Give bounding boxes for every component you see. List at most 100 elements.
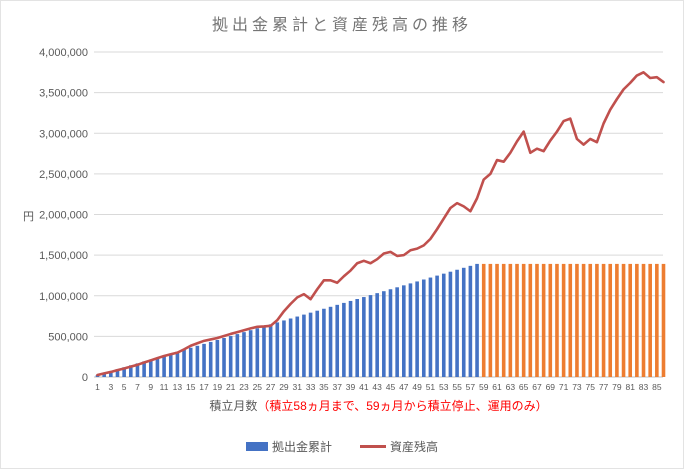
bar	[468, 265, 473, 377]
bar	[202, 343, 206, 377]
bar	[415, 281, 419, 377]
x-axis-annotation: （積立58ヵ月まで、59ヵ月から積立停止、運用のみ）	[257, 399, 548, 413]
chart-title: 拠出金累計と資産残高の推移	[211, 17, 472, 34]
bar	[122, 367, 126, 377]
bar	[455, 269, 459, 377]
x-axis-title: 積立月数（積立58ヵ月まで、59ヵ月から積立停止、運用のみ）	[94, 397, 663, 414]
y-tick-label: 500,000	[48, 331, 88, 343]
bar	[495, 263, 499, 377]
bar	[428, 277, 433, 377]
y-tick-label: 3,500,000	[39, 88, 88, 100]
bar	[102, 373, 106, 377]
x-tick-label: 47	[399, 382, 409, 392]
bar	[588, 263, 593, 377]
x-tick-label: 5	[122, 382, 127, 392]
x-tick-label: 73	[572, 382, 582, 392]
bar	[421, 279, 426, 377]
bar	[195, 345, 200, 377]
bar	[541, 263, 546, 377]
bar	[109, 371, 113, 377]
x-tick-label: 17	[199, 382, 209, 392]
x-tick-label: 39	[346, 382, 356, 392]
bar	[508, 263, 513, 377]
x-tick-label: 11	[160, 382, 169, 392]
bar	[515, 263, 519, 377]
bar	[641, 263, 646, 377]
legend-label-balance: 資産残高	[390, 440, 439, 454]
bar	[475, 263, 479, 377]
bar	[335, 304, 340, 377]
bar	[355, 299, 359, 377]
balance-line	[96, 71, 665, 377]
x-tick-label: 29	[279, 382, 289, 392]
y-tick-label: 1,000,000	[39, 291, 88, 303]
bar	[342, 302, 346, 377]
bar	[235, 334, 240, 377]
bar	[115, 369, 120, 377]
bar	[135, 363, 140, 377]
bar	[255, 328, 260, 377]
bar	[162, 355, 166, 377]
bar	[168, 353, 173, 377]
bar	[601, 263, 606, 377]
bar	[402, 285, 406, 377]
bar	[501, 263, 506, 377]
x-tick-label: 41	[359, 382, 369, 392]
x-tick-label: 21	[226, 382, 236, 392]
x-tick-label: 71	[559, 382, 569, 392]
contributions-swatch-icon	[245, 442, 268, 451]
x-axis-title-main: 積立月数	[209, 399, 258, 413]
bar	[282, 320, 286, 377]
x-tick-label: 67	[532, 382, 542, 392]
bar	[182, 349, 186, 377]
bar	[248, 330, 253, 377]
bar	[242, 332, 246, 377]
bar	[635, 263, 639, 377]
bar	[655, 263, 659, 377]
x-tick-label: 59	[479, 382, 489, 392]
x-tick-label: 9	[148, 382, 153, 392]
bar	[375, 293, 379, 377]
x-tick-label: 23	[239, 382, 249, 392]
legend: 拠出金累計 資産残高	[1, 438, 683, 455]
x-tick-label: 79	[612, 382, 622, 392]
bar	[128, 365, 133, 377]
bar	[395, 287, 399, 377]
x-tick-label: 27	[266, 382, 276, 392]
x-tick-label: 31	[293, 382, 303, 392]
bar	[448, 271, 453, 377]
bar	[188, 347, 193, 377]
bar	[155, 357, 160, 377]
y-tick-label: 4,000,000	[39, 47, 88, 59]
bar	[222, 338, 226, 377]
x-tick-label: 49	[412, 382, 422, 392]
bar	[382, 291, 386, 377]
bar	[555, 263, 559, 377]
x-tick-label: 7	[135, 382, 140, 392]
bar	[568, 263, 573, 377]
bar	[608, 263, 613, 377]
bar	[648, 263, 652, 377]
bar	[362, 297, 366, 377]
bar	[208, 341, 213, 377]
x-axis-tick-labels: 1 3 5 7 9 11 13 15 17 19 21 23 25 27 29 31 33 35 37 39 41 43 4…	[95, 382, 662, 392]
x-tick-label: 25	[253, 382, 263, 392]
x-tick-label: 15	[186, 382, 196, 392]
legend-label-contributions: 拠出金累計	[271, 440, 332, 454]
x-tick-label: 45	[386, 382, 396, 392]
x-tick-label: 53	[439, 382, 449, 392]
bar	[628, 263, 633, 377]
x-tick-label: 65	[519, 382, 529, 392]
bar	[348, 300, 353, 377]
x-tick-label: 3	[108, 382, 113, 392]
y-tick-label: 2,000,000	[39, 210, 88, 222]
bar	[488, 263, 493, 377]
x-tick-label: 77	[599, 382, 609, 392]
bar	[328, 306, 333, 377]
bar	[575, 263, 579, 377]
bar	[288, 318, 293, 377]
x-tick-label: 81	[625, 382, 635, 392]
x-tick-label: 35	[319, 382, 329, 392]
bar	[148, 359, 153, 377]
legend-item-contributions: 拠出金累計	[245, 438, 332, 455]
